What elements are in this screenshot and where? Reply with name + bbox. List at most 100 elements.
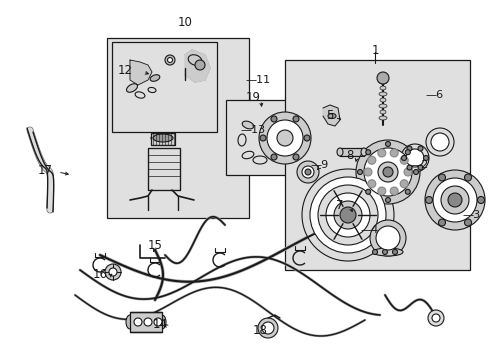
Circle shape bbox=[105, 264, 121, 280]
Polygon shape bbox=[323, 105, 339, 126]
Circle shape bbox=[302, 169, 393, 261]
Text: —3: —3 bbox=[461, 210, 479, 220]
Text: 8: 8 bbox=[346, 149, 353, 162]
Text: 19: 19 bbox=[245, 90, 260, 104]
Text: 16: 16 bbox=[92, 269, 107, 282]
Circle shape bbox=[258, 318, 278, 338]
Circle shape bbox=[304, 135, 309, 141]
Ellipse shape bbox=[153, 134, 173, 142]
Circle shape bbox=[376, 72, 388, 84]
Ellipse shape bbox=[378, 92, 386, 96]
Circle shape bbox=[392, 249, 397, 255]
Circle shape bbox=[438, 174, 445, 181]
Circle shape bbox=[400, 144, 428, 172]
Text: 17: 17 bbox=[38, 163, 52, 176]
Ellipse shape bbox=[378, 116, 386, 120]
Text: —11: —11 bbox=[244, 75, 269, 85]
Circle shape bbox=[167, 58, 172, 63]
Circle shape bbox=[296, 161, 318, 183]
Circle shape bbox=[317, 185, 377, 245]
Polygon shape bbox=[130, 60, 152, 85]
Circle shape bbox=[406, 146, 411, 151]
Circle shape bbox=[109, 268, 117, 276]
Circle shape bbox=[403, 168, 411, 176]
Circle shape bbox=[389, 187, 397, 195]
Circle shape bbox=[431, 314, 439, 322]
Ellipse shape bbox=[379, 110, 385, 114]
Circle shape bbox=[476, 197, 484, 203]
Circle shape bbox=[270, 116, 276, 122]
Ellipse shape bbox=[126, 315, 134, 329]
Circle shape bbox=[425, 128, 453, 156]
Bar bbox=[151, 133, 175, 145]
Circle shape bbox=[385, 198, 390, 202]
Circle shape bbox=[292, 116, 298, 122]
Circle shape bbox=[382, 167, 392, 177]
Circle shape bbox=[292, 154, 298, 160]
Circle shape bbox=[375, 226, 399, 250]
Text: 15: 15 bbox=[147, 239, 162, 252]
Circle shape bbox=[432, 178, 476, 222]
Ellipse shape bbox=[242, 121, 253, 129]
Circle shape bbox=[367, 156, 375, 164]
Circle shape bbox=[405, 149, 423, 167]
Circle shape bbox=[302, 166, 313, 178]
Circle shape bbox=[413, 170, 418, 175]
Circle shape bbox=[164, 55, 175, 65]
Circle shape bbox=[134, 318, 142, 326]
Circle shape bbox=[260, 135, 265, 141]
Text: 12: 12 bbox=[117, 63, 132, 77]
Circle shape bbox=[423, 156, 427, 161]
Text: 14: 14 bbox=[152, 319, 167, 332]
Ellipse shape bbox=[378, 80, 386, 84]
Circle shape bbox=[440, 186, 468, 214]
Ellipse shape bbox=[151, 133, 175, 143]
Circle shape bbox=[262, 322, 273, 334]
Ellipse shape bbox=[378, 104, 386, 108]
Circle shape bbox=[372, 249, 377, 255]
Circle shape bbox=[270, 154, 276, 160]
Ellipse shape bbox=[188, 55, 202, 65]
Circle shape bbox=[355, 140, 419, 204]
Circle shape bbox=[427, 310, 443, 326]
Circle shape bbox=[438, 219, 445, 226]
Ellipse shape bbox=[327, 113, 335, 118]
Bar bbox=[225, 100, 305, 175]
Circle shape bbox=[389, 149, 397, 157]
Text: —2: —2 bbox=[409, 160, 427, 170]
Ellipse shape bbox=[372, 248, 402, 256]
Circle shape bbox=[154, 318, 162, 326]
Circle shape bbox=[365, 150, 370, 155]
Bar bbox=[107, 38, 248, 218]
Circle shape bbox=[417, 146, 422, 151]
Circle shape bbox=[363, 168, 371, 176]
Text: —9: —9 bbox=[309, 160, 327, 170]
Bar bbox=[112, 42, 217, 132]
Circle shape bbox=[399, 180, 407, 188]
Circle shape bbox=[377, 162, 397, 182]
Circle shape bbox=[405, 189, 409, 194]
Text: —13: —13 bbox=[240, 125, 264, 135]
Ellipse shape bbox=[379, 86, 385, 90]
Circle shape bbox=[399, 156, 407, 164]
Circle shape bbox=[363, 148, 411, 196]
Circle shape bbox=[406, 165, 411, 170]
Ellipse shape bbox=[360, 148, 366, 156]
Polygon shape bbox=[184, 50, 209, 82]
Text: 1: 1 bbox=[370, 44, 378, 57]
Circle shape bbox=[333, 201, 361, 229]
Circle shape bbox=[377, 149, 385, 157]
Circle shape bbox=[266, 120, 303, 156]
Circle shape bbox=[369, 220, 405, 256]
Circle shape bbox=[305, 169, 310, 175]
Text: —4: —4 bbox=[359, 225, 378, 235]
Text: 18: 18 bbox=[252, 324, 267, 337]
Bar bbox=[148, 148, 180, 190]
Circle shape bbox=[425, 197, 431, 203]
Text: 5: 5 bbox=[325, 108, 333, 122]
Circle shape bbox=[464, 219, 470, 226]
Circle shape bbox=[367, 180, 375, 188]
Ellipse shape bbox=[379, 98, 385, 102]
Bar bbox=[285, 60, 469, 270]
Circle shape bbox=[385, 141, 390, 147]
